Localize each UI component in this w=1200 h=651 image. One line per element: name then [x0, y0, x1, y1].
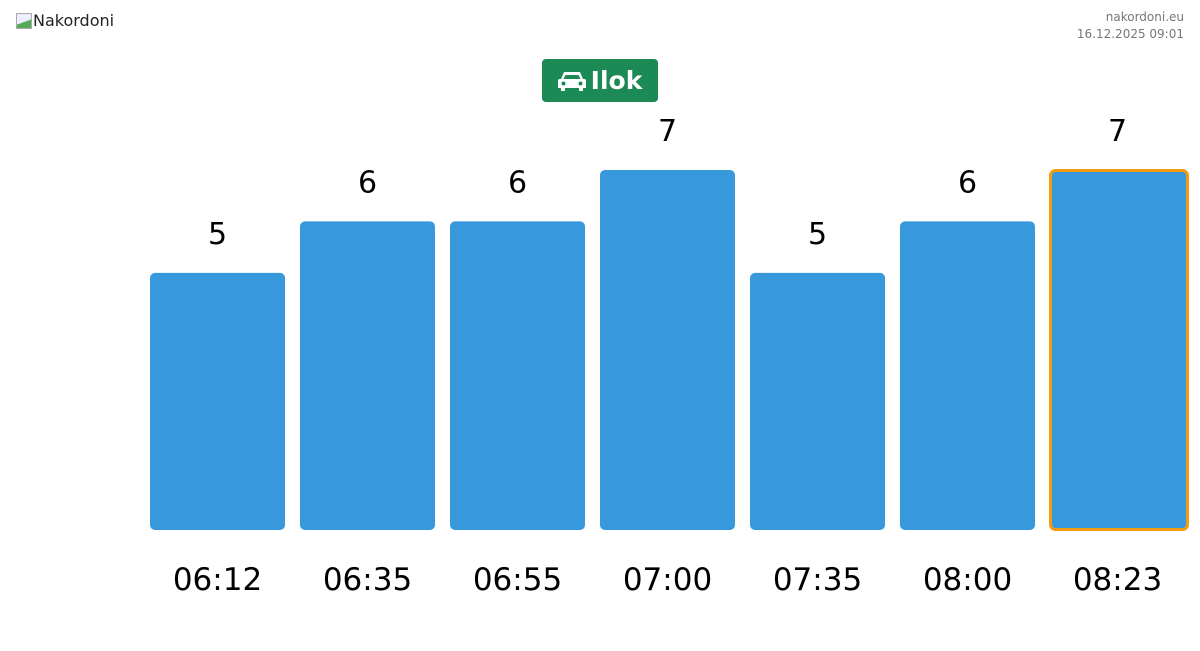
time-label: 08:23 — [1073, 562, 1162, 598]
time-label: 06:55 — [473, 562, 562, 598]
broken-image-icon — [16, 12, 32, 29]
value-label: 7 — [658, 114, 677, 149]
logo[interactable]: Nakordoni — [16, 11, 114, 30]
bar — [750, 272, 885, 530]
time-label: 07:35 — [773, 562, 862, 598]
time-label: 06:12 — [173, 562, 262, 598]
value-label: 6 — [358, 165, 377, 200]
value-label: 5 — [808, 217, 827, 252]
header-meta: nakordoni.eu 16.12.2025 09:01 — [1077, 9, 1184, 43]
car-icon — [557, 71, 586, 91]
time-label: 06:35 — [323, 562, 412, 598]
value-label: 6 — [958, 165, 977, 200]
bar — [300, 221, 435, 530]
bar — [150, 272, 285, 530]
bar — [600, 170, 735, 530]
bar — [1049, 169, 1189, 531]
time-label: 07:00 — [623, 562, 712, 598]
site-name: nakordoni.eu — [1105, 10, 1184, 24]
crossing-name: Ilok — [590, 66, 643, 95]
value-label: 7 — [1108, 114, 1127, 149]
value-label: 6 — [508, 165, 527, 200]
bar — [450, 221, 585, 530]
bar — [900, 221, 1035, 530]
time-label: 08:00 — [923, 562, 1012, 598]
crossing-badge: Ilok — [542, 59, 658, 102]
timestamp: 16.12.2025 09:01 — [1076, 27, 1184, 41]
value-label: 5 — [208, 217, 227, 252]
logo-alt-text: Nakordoni — [33, 11, 115, 30]
